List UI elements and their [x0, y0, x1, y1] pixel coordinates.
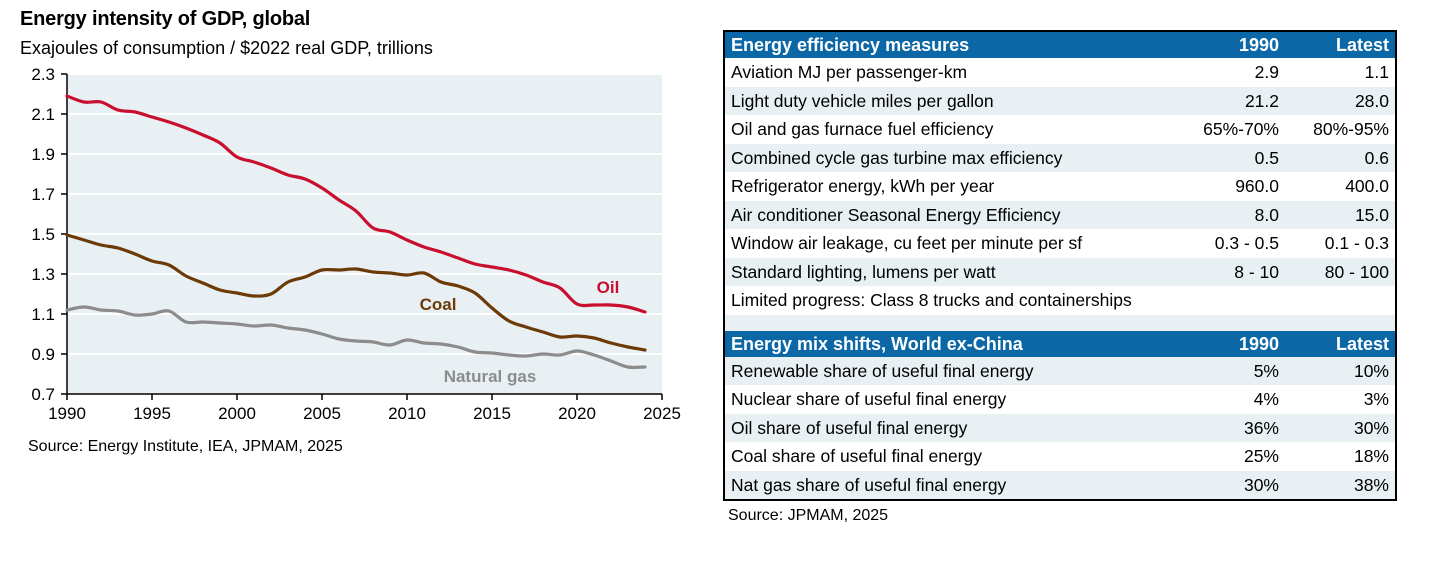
table-row: Nat gas share of useful final energy 30% 3… — [725, 470, 1395, 499]
row-label: Light duty vehicle miles per gallon — [725, 86, 1181, 115]
section-header: Energy mix shifts, World ex-China 1990 Lat… — [725, 330, 1395, 357]
value-latest: 15.0 — [1297, 200, 1395, 229]
row-label: Refrigerator energy, kWh per year — [725, 172, 1181, 201]
row-label: Nuclear share of useful final energy — [725, 385, 1181, 414]
y-tick-label: 0.9 — [31, 345, 55, 364]
series-line-natural-gas — [65, 305, 647, 370]
series-label-oil: Oil — [597, 278, 620, 297]
value-latest: 80%-95% — [1297, 115, 1395, 144]
value-latest: 1.1 — [1297, 58, 1395, 87]
table-source: Source: JPMAM, 2025 — [728, 507, 889, 524]
series-label-coal: Coal — [420, 295, 457, 314]
section-spacer — [725, 314, 1395, 331]
value-1990: 960.0 — [1181, 172, 1297, 201]
column-header-latest: Latest — [1297, 330, 1395, 357]
value-1990: 30% — [1181, 470, 1297, 499]
section-title: Energy efficiency measures — [725, 32, 1181, 58]
y-tick-label: 1.7 — [31, 185, 55, 204]
section-header: Energy efficiency measures 1990 Latest — [725, 32, 1395, 58]
value-latest: 38% — [1297, 470, 1395, 499]
value-1990: 4% — [1181, 385, 1297, 414]
value-1990: 2.9 — [1181, 58, 1297, 87]
y-tick-label: 2.1 — [31, 105, 55, 124]
chart-source: Source: Energy Institute, IEA, JPMAM, 20… — [28, 438, 343, 455]
y-tick-label: 2.3 — [31, 65, 55, 84]
y-tick-label: 0.7 — [31, 385, 55, 404]
x-tick-label: 2020 — [558, 404, 596, 423]
row-label: Oil share of useful final energy — [725, 413, 1181, 442]
row-label: Aviation MJ per passenger-km — [725, 58, 1181, 87]
energy-table: Energy efficiency measures 1990 Latest Avia… — [723, 30, 1397, 501]
value-1990: 36% — [1181, 413, 1297, 442]
table-row: Renewable share of useful final energy 5%… — [725, 356, 1395, 385]
value-latest: 3% — [1297, 385, 1395, 414]
value-latest: 30% — [1297, 413, 1395, 442]
table-row: Coal share of useful final energy 25% 18% — [725, 442, 1395, 471]
row-label: Coal share of useful final energy — [725, 442, 1181, 471]
value-1990: 0.3 - 0.5 — [1181, 229, 1297, 258]
table-row: Standard lighting, lumens per watt 8 - 10… — [725, 257, 1395, 286]
series-line-oil — [65, 94, 647, 314]
row-label: Standard lighting, lumens per watt — [725, 257, 1181, 286]
table-row: Combined cycle gas turbine max efficienc… — [725, 143, 1395, 172]
x-tick-label: 1990 — [48, 404, 86, 423]
table-row: Light duty vehicle miles per gallon 21.2 2… — [725, 86, 1395, 115]
row-label: Oil and gas furnace fuel efficiency — [725, 115, 1181, 144]
value-latest: 0.1 - 0.3 — [1297, 229, 1395, 258]
row-label: Renewable share of useful final energy — [725, 356, 1181, 385]
table-row: Window air leakage, cu feet per minute p… — [725, 229, 1395, 258]
value-latest: 28.0 — [1297, 86, 1395, 115]
x-tick-label: 2025 — [643, 404, 681, 423]
energy-intensity-chart: 0.7 0.9 1.1 1.3 1.5 1.7 1.9 2.1 2.3 1990 1995 2000 2… — [31, 65, 681, 423]
value-1990: 21.2 — [1181, 86, 1297, 115]
value-latest: 18% — [1297, 442, 1395, 471]
table-row: Nuclear share of useful final energy 4% 3% — [725, 385, 1395, 414]
row-label: Limited progress: Class 8 trucks and con… — [725, 286, 1395, 315]
row-label: Air conditioner Seasonal Energy Efficien… — [725, 200, 1181, 229]
value-1990: 8.0 — [1181, 200, 1297, 229]
series-labels: Oil Coal Natural gas — [420, 278, 620, 386]
value-latest: 0.6 — [1297, 143, 1395, 172]
y-tick-label: 1.5 — [31, 225, 55, 244]
chart-title: Energy intensity of GDP, global — [20, 8, 311, 30]
column-header-latest: Latest — [1297, 32, 1395, 58]
x-tick-label: 2010 — [388, 404, 426, 423]
value-1990: 65%-70% — [1181, 115, 1297, 144]
series-label-natural-gas: Natural gas — [444, 367, 537, 386]
value-1990: 5% — [1181, 356, 1297, 385]
table-row: Oil share of useful final energy 36% 30% — [725, 413, 1395, 442]
value-latest: 10% — [1297, 356, 1395, 385]
chart-subtitle: Exajoules of consumption / $2022 real GD… — [20, 38, 433, 58]
row-label: Combined cycle gas turbine max efficienc… — [725, 143, 1181, 172]
series-line-coal — [65, 233, 647, 352]
x-tick-label: 2000 — [218, 404, 256, 423]
value-1990: 0.5 — [1181, 143, 1297, 172]
value-latest: 400.0 — [1297, 172, 1395, 201]
value-1990: 8 - 10 — [1181, 257, 1297, 286]
value-1990: 25% — [1181, 442, 1297, 471]
table-row: Oil and gas furnace fuel efficiency 65%-7… — [725, 115, 1395, 144]
x-tick-label: 2005 — [303, 404, 341, 423]
x-tick-label: 1995 — [133, 404, 171, 423]
column-header-1990: 1990 — [1181, 32, 1297, 58]
y-tick-label: 1.3 — [31, 265, 55, 284]
y-tick-label: 1.9 — [31, 145, 55, 164]
gridlines — [67, 73, 662, 355]
row-label: Nat gas share of useful final energy — [725, 470, 1181, 499]
y-tick-label: 1.1 — [31, 305, 55, 324]
table-row: Refrigerator energy, kWh per year 960.0 40… — [725, 172, 1395, 201]
column-header-1990: 1990 — [1181, 330, 1297, 357]
row-label: Window air leakage, cu feet per minute p… — [725, 229, 1181, 258]
section-title: Energy mix shifts, World ex-China — [725, 330, 1181, 357]
value-latest: 80 - 100 — [1297, 257, 1395, 286]
x-tick-label: 2015 — [473, 404, 511, 423]
table-row: Air conditioner Seasonal Energy Efficien… — [725, 200, 1395, 229]
table-row: Aviation MJ per passenger-km 2.9 1.1 — [725, 58, 1395, 87]
table-row: Limited progress: Class 8 trucks and con… — [725, 286, 1395, 315]
series-lines — [65, 94, 647, 370]
